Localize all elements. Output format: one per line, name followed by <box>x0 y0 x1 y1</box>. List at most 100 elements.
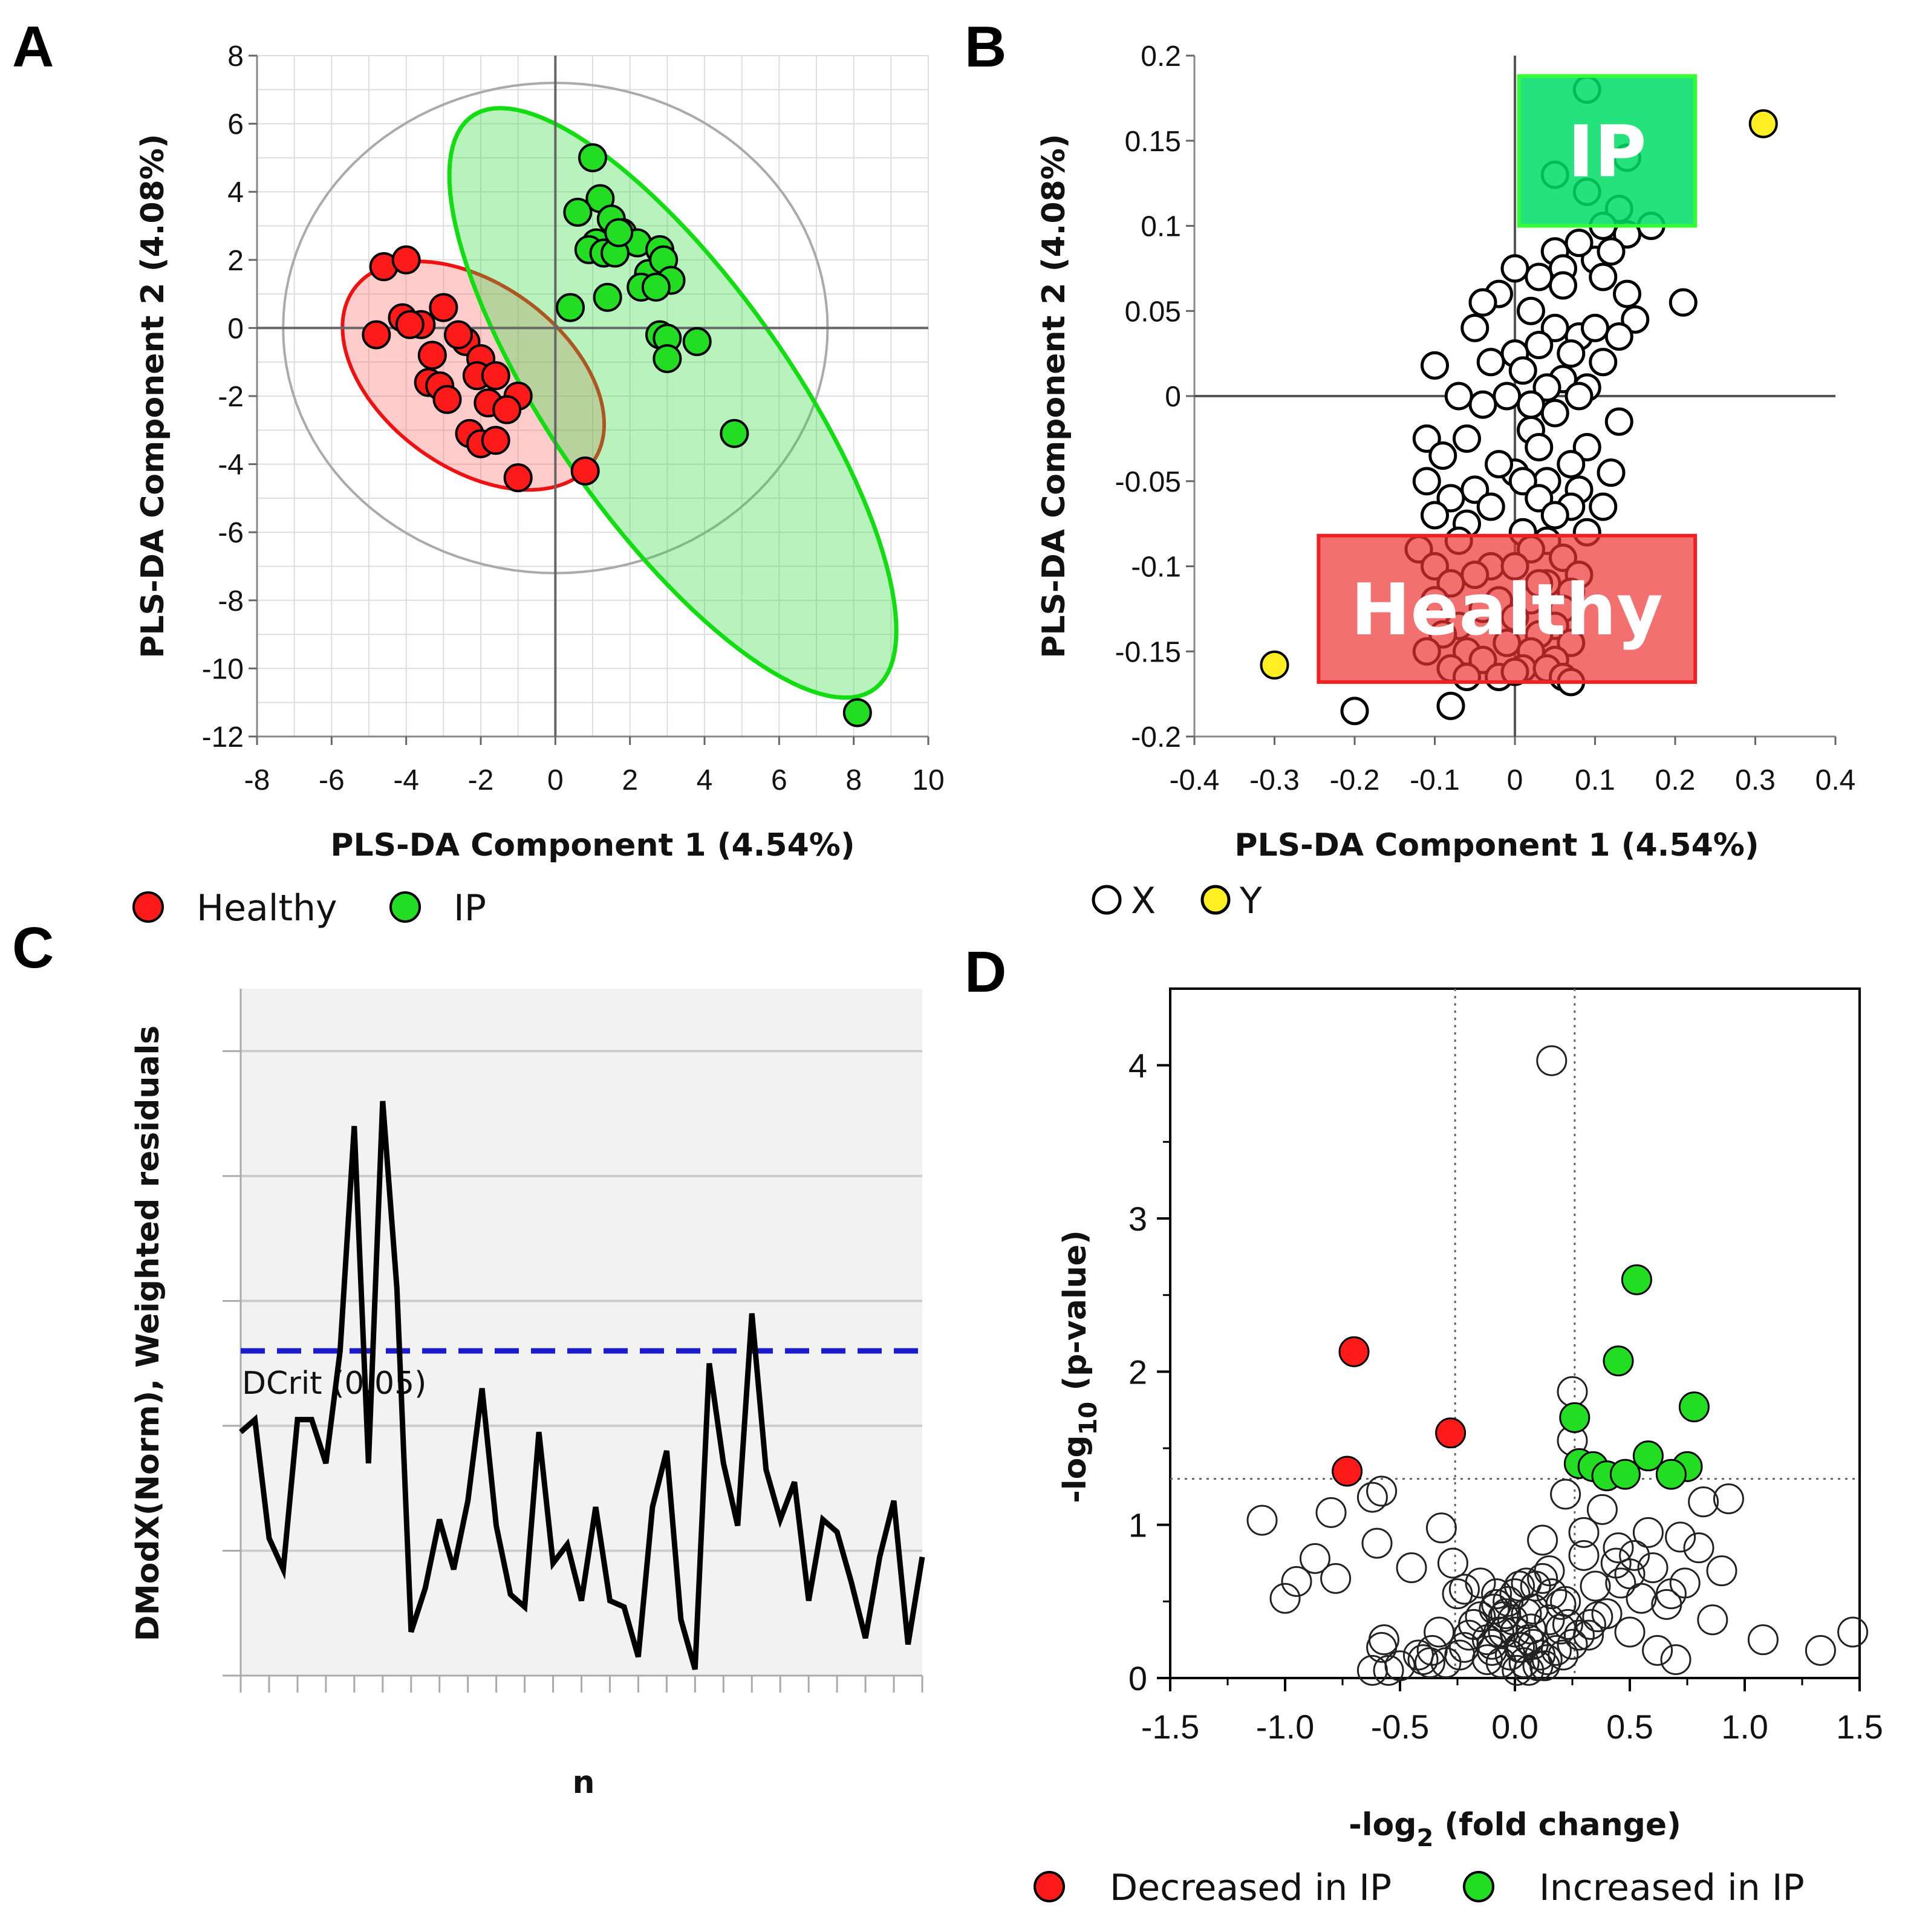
legend-increased-marker <box>1463 1871 1494 1902</box>
point-not-significant <box>1396 1552 1427 1584</box>
point-not-significant <box>1603 1532 1634 1564</box>
point-not-significant <box>1713 1483 1744 1515</box>
point-not-significant <box>1545 1589 1577 1620</box>
point-not-significant <box>1642 1634 1673 1666</box>
point-x <box>1589 492 1618 521</box>
panel-b-tick-labels: -0.4 -0.3 -0.2 -0.1 0 0.1 0.2 0.3 0.4 0.2 0.15 0.1 0… <box>1115 41 1856 796</box>
point-x <box>1581 313 1609 342</box>
point-not-significant <box>1315 1497 1347 1528</box>
y-tick-label: 0.1 <box>1141 211 1181 243</box>
panel-d-points <box>1246 1045 1869 1686</box>
ip-annotation-label: IP <box>1568 110 1646 194</box>
y-tick-label: 0 <box>1165 381 1181 413</box>
point-healthy <box>391 245 421 275</box>
point-not-significant <box>1517 1628 1549 1660</box>
point-not-significant <box>1651 1589 1682 1620</box>
point-x <box>1604 322 1633 351</box>
point-not-significant <box>1619 1540 1650 1571</box>
point-not-significant <box>1586 1494 1618 1525</box>
y-tick-label: -0.05 <box>1115 466 1181 498</box>
point-not-significant <box>1837 1616 1869 1648</box>
point-not-significant <box>1605 1567 1636 1599</box>
panel-a-ellipses <box>282 81 899 700</box>
point-x <box>1421 501 1449 530</box>
point-not-significant <box>1506 1631 1537 1663</box>
point-not-significant <box>1320 1563 1352 1594</box>
point-not-significant <box>1465 1567 1496 1599</box>
panel-d-xlabel-sub: 2 <box>1416 1824 1433 1852</box>
point-x <box>1525 484 1554 513</box>
point-x <box>1485 450 1513 479</box>
point-not-significant <box>1697 1604 1728 1636</box>
point-ip <box>604 218 634 247</box>
panel-label-a: A <box>12 15 54 79</box>
legend-ip-marker <box>389 891 421 923</box>
point-not-significant <box>1688 1486 1719 1518</box>
point-not-significant <box>1493 1586 1524 1617</box>
panel-d-ylabel-sub: 10 <box>1075 1402 1102 1436</box>
point-increased <box>1678 1391 1710 1423</box>
healthy-annotation-box <box>1317 533 1698 684</box>
panel-d-ylabel-rest: (p-value) <box>1057 1230 1093 1402</box>
x-tick-label: 0.4 <box>1815 764 1856 796</box>
point-x <box>1453 424 1481 453</box>
panel-b-legend: X Y <box>1092 880 1262 922</box>
point-increased <box>1621 1264 1652 1295</box>
point-not-significant <box>1414 1647 1445 1679</box>
point-x <box>1436 691 1465 720</box>
point-x <box>1532 373 1561 402</box>
panel-a-ylabel: PLS-DA Component 2 (4.08%) <box>135 134 171 658</box>
x-tick-label: 2 <box>622 764 638 796</box>
point-x <box>1564 382 1594 411</box>
point-not-significant <box>1660 1644 1691 1676</box>
point-x <box>1476 492 1505 521</box>
point-ip <box>563 197 593 227</box>
point-not-significant <box>1490 1598 1522 1630</box>
point-x <box>1669 288 1698 317</box>
panel-a-xlabel: PLS-DA Component 1 (4.54%) <box>330 827 855 864</box>
point-decreased <box>1435 1417 1467 1449</box>
ip-annotation-box <box>1517 74 1698 228</box>
point-not-significant <box>1568 1517 1600 1548</box>
point-ip <box>556 293 585 322</box>
point-not-significant <box>1805 1634 1836 1666</box>
point-not-significant <box>1527 1563 1558 1594</box>
panel-d-ylabel-main: -log <box>1057 1435 1093 1503</box>
point-healthy <box>503 463 533 493</box>
panel-a-legend: Healthy IP <box>132 887 486 929</box>
point-healthy <box>417 340 447 370</box>
panel-label-c: C <box>12 916 54 980</box>
point-x <box>1340 697 1369 726</box>
point-x <box>1621 305 1650 334</box>
panel-d-xlabel-rest: (fold change) <box>1433 1807 1681 1843</box>
point-x <box>1549 271 1577 300</box>
y-tick-label: -0.2 <box>1131 721 1181 753</box>
point-ip <box>578 143 607 172</box>
point-not-significant <box>1575 1608 1606 1640</box>
point-healthy <box>432 385 462 414</box>
point-increased <box>1609 1459 1641 1490</box>
point-x <box>1468 390 1497 419</box>
point-y <box>1748 109 1778 138</box>
point-not-significant <box>1499 1578 1531 1610</box>
point-not-significant <box>1476 1634 1508 1666</box>
y-tick-label: -8 <box>218 585 244 617</box>
point-not-significant <box>1573 1619 1604 1651</box>
panel-a-scatter: -8 -6 -4 -2 0 2 4 6 8 10 8 6 4 2 0 -2 -4 -6 -8 -10 -12 PLS-D… <box>132 41 945 929</box>
x-tick-label: -0.3 <box>1249 764 1300 796</box>
point-x <box>1525 331 1554 360</box>
x-tick-label: 6 <box>771 764 787 796</box>
point-not-significant <box>1361 1527 1393 1559</box>
point-not-significant <box>1448 1573 1480 1605</box>
y-tick-label: 2 <box>1128 1353 1147 1391</box>
point-x <box>1597 458 1626 487</box>
y-tick-label: 2 <box>227 245 244 277</box>
point-x <box>1444 382 1473 411</box>
point-x <box>1476 348 1505 377</box>
dmodx-series-line <box>239 1101 925 1670</box>
point-not-significant <box>1513 1654 1545 1686</box>
panel-b-loadings: IP Healthy -0.4 -0.3 -0.2 -0.1 0 0.1 0.2 0.3 0.4… <box>1036 41 1855 922</box>
point-not-significant <box>1448 1631 1480 1663</box>
point-not-significant <box>1536 1045 1568 1076</box>
point-ip <box>842 698 872 727</box>
